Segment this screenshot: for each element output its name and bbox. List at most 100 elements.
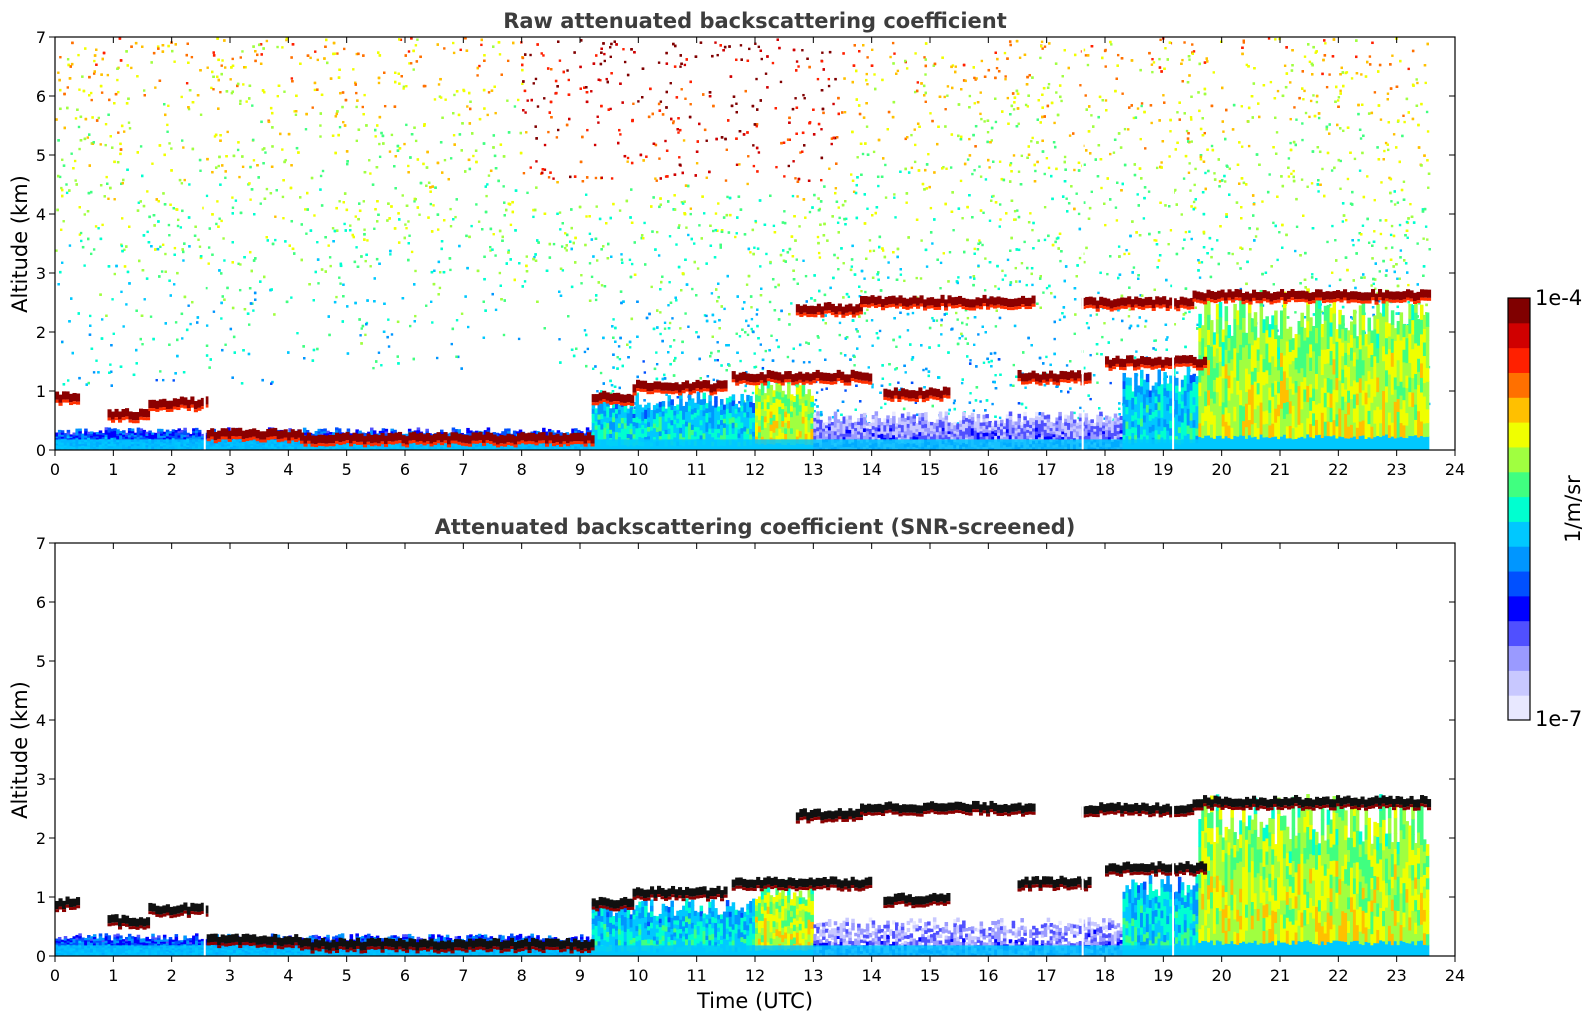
- noise-pixel: [65, 191, 69, 195]
- noise-pixel: [352, 68, 355, 71]
- noise-pixel: [1425, 110, 1429, 114]
- noise-pixel: [817, 336, 820, 339]
- noise-pixel: [942, 252, 945, 255]
- noise-pixel: [401, 194, 404, 197]
- noise-pixel: [753, 246, 756, 249]
- noise-pixel: [172, 379, 175, 382]
- noise-pixel: [657, 254, 661, 257]
- noise-pixel: [408, 234, 411, 237]
- noise-pixel: [443, 158, 447, 162]
- noise-pixel: [821, 318, 825, 322]
- noise-pixel: [95, 359, 98, 362]
- noise-pixel: [584, 193, 588, 196]
- noise-pixel: [1304, 111, 1308, 115]
- noise-pixel: [1115, 219, 1119, 222]
- noise-pixel: [97, 116, 101, 120]
- noise-pixel: [1374, 287, 1377, 290]
- noise-pixel: [120, 243, 123, 246]
- noise-pixel: [947, 412, 950, 415]
- noise-pixel: [293, 110, 296, 113]
- noise-pixel: [252, 309, 255, 312]
- noise-pixel: [973, 76, 976, 80]
- noise-pixel: [399, 38, 403, 42]
- noise-pixel: [739, 359, 742, 363]
- noise-pixel: [655, 363, 659, 366]
- noise-pixel: [999, 218, 1002, 221]
- noise-pixel: [438, 286, 442, 290]
- noise-pixel: [973, 169, 976, 172]
- noise-pixel: [827, 77, 831, 81]
- noise-pixel: [425, 304, 428, 307]
- noise-pixel: [359, 334, 362, 337]
- noise-pixel: [1125, 248, 1128, 252]
- noise-pixel: [164, 252, 167, 256]
- noise-pixel: [414, 314, 417, 318]
- noise-pixel: [1391, 54, 1394, 57]
- noise-pixel: [650, 285, 653, 289]
- noise-pixel: [960, 381, 964, 385]
- noise-pixel: [664, 139, 667, 143]
- noise-pixel: [364, 333, 367, 337]
- noise-pixel: [853, 364, 856, 367]
- raw-backscatter-panel: Raw attenuated backscattering coefficien…: [8, 9, 1465, 479]
- noise-pixel: [276, 45, 279, 49]
- noise-pixel: [74, 117, 78, 120]
- noise-pixel: [1202, 232, 1206, 235]
- noise-pixel: [113, 272, 116, 276]
- noise-pixel: [251, 104, 254, 107]
- noise-pixel: [176, 218, 180, 222]
- noise-pixel: [1367, 241, 1371, 244]
- noise-pixel: [558, 338, 561, 341]
- noise-pixel: [1026, 105, 1030, 108]
- noise-pixel: [176, 224, 180, 228]
- noise-pixel: [805, 341, 808, 344]
- noise-pixel: [1398, 223, 1402, 227]
- noise-pixel: [1406, 236, 1409, 239]
- noise-pixel: [689, 212, 692, 216]
- noise-pixel: [973, 247, 976, 251]
- noise-pixel: [953, 399, 956, 402]
- noise-pixel: [1104, 223, 1107, 227]
- noise-pixel: [100, 91, 104, 94]
- noise-pixel: [802, 259, 805, 262]
- noise-pixel: [237, 262, 240, 266]
- noise-pixel: [966, 158, 970, 161]
- noise-pixel: [61, 158, 64, 161]
- noise-pixel: [365, 321, 369, 325]
- noise-pixel: [714, 41, 717, 44]
- noise-pixel: [1073, 168, 1076, 172]
- noise-pixel: [920, 239, 923, 242]
- noise-pixel: [896, 69, 900, 73]
- noise-pixel: [1086, 63, 1090, 67]
- noise-pixel: [319, 174, 323, 178]
- noise-pixel: [884, 196, 888, 199]
- noise-pixel: [1183, 41, 1186, 44]
- noise-pixel: [655, 351, 658, 354]
- noise-pixel: [1274, 38, 1277, 41]
- noise-pixel: [1421, 208, 1425, 211]
- noise-pixel: [845, 217, 848, 221]
- noise-pixel: [535, 160, 538, 163]
- noise-pixel: [249, 198, 252, 201]
- noise-pixel: [57, 71, 60, 74]
- noise-pixel: [560, 245, 564, 248]
- noise-pixel: [893, 52, 896, 55]
- noise-pixel: [168, 142, 171, 145]
- noise-pixel: [1328, 284, 1331, 288]
- noise-pixel: [698, 224, 701, 227]
- noise-pixel: [449, 268, 452, 272]
- noise-pixel: [1269, 80, 1273, 84]
- noise-pixel: [940, 333, 943, 336]
- noise-pixel: [655, 179, 658, 182]
- noise-pixel: [383, 104, 387, 108]
- noise-pixel: [449, 207, 452, 211]
- noise-pixel: [1330, 271, 1334, 274]
- noise-pixel: [705, 139, 708, 142]
- noise-pixel: [753, 352, 756, 355]
- noise-pixel: [659, 332, 662, 336]
- noise-pixel: [1295, 225, 1299, 229]
- noise-pixel: [369, 172, 372, 175]
- noise-pixel: [197, 238, 200, 241]
- noise-pixel: [122, 325, 125, 328]
- noise-pixel: [309, 56, 312, 60]
